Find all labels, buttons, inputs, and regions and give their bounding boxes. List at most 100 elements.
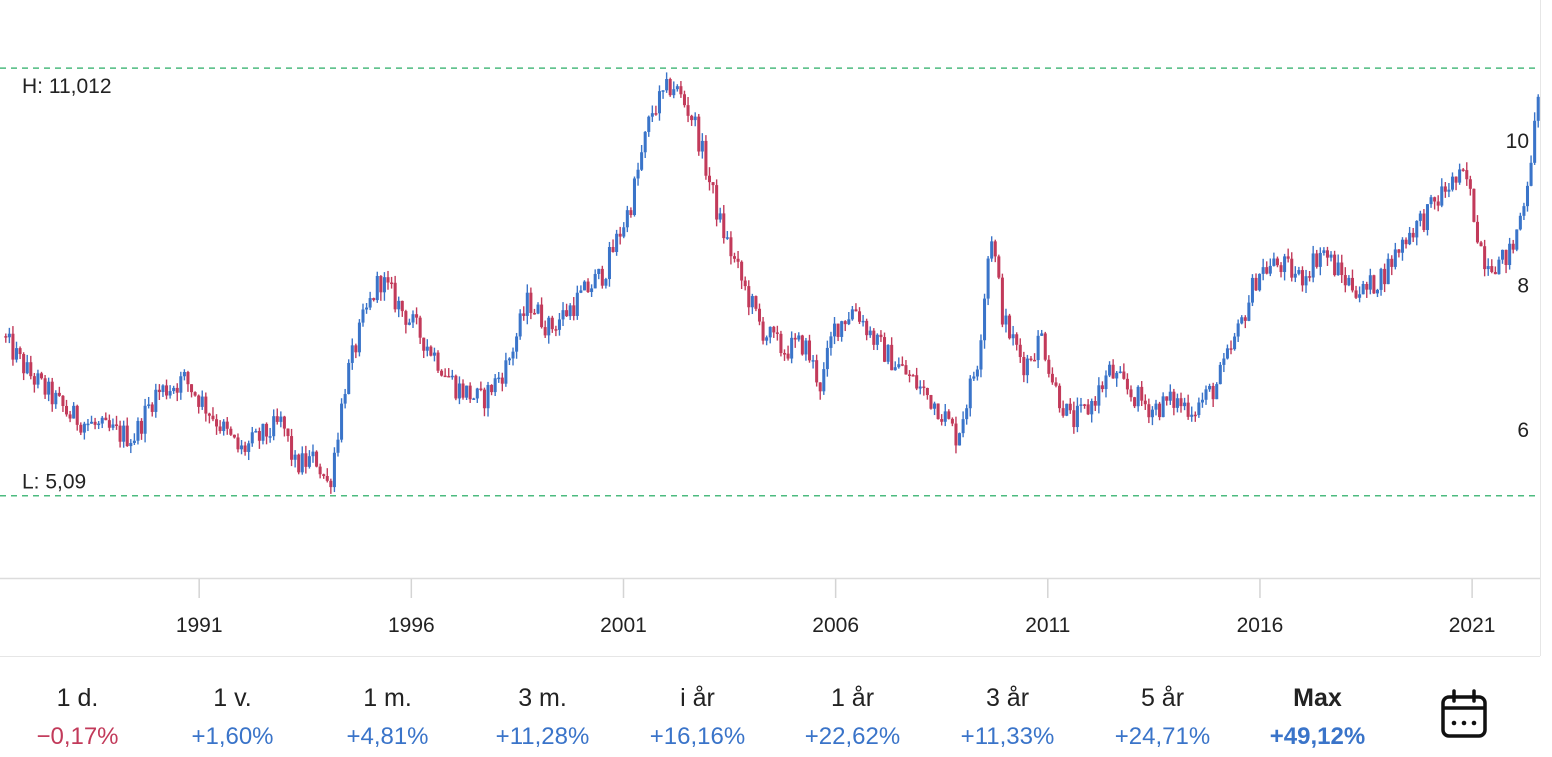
candle-body [172,387,176,392]
candle-body [1047,359,1051,374]
candle-body [861,320,865,323]
candle-body [1322,250,1326,253]
candle-body [1229,348,1233,350]
candle-body [950,418,954,424]
candle-body [607,247,611,280]
candle-body [865,320,869,336]
period-label: 1 m. [363,684,412,712]
candle-body [675,86,679,90]
x-tick-label-2021: 2021 [1449,614,1496,637]
candle-body [1490,266,1494,272]
candle-body [18,348,22,355]
candle-body [565,310,569,317]
period-3m[interactable]: 3 m. +11,28% [465,657,620,757]
candle-body [1150,409,1154,418]
candle-body [1258,273,1262,291]
period-1w[interactable]: 1 v. +1,60% [155,657,310,757]
candle-body [1318,252,1322,267]
candle-body [82,423,86,433]
period-1m[interactable]: 1 m. +4,81% [310,657,465,757]
period-3y[interactable]: 3 år +11,33% [930,657,1085,757]
candle-body [661,90,665,92]
y-tick-label-6: 6 [1517,419,1529,442]
candle-body [1265,267,1269,274]
candle-body [72,405,76,419]
candle-body [707,175,712,183]
candle-body [990,241,994,259]
candle-body [186,372,190,385]
candle-body [232,434,236,438]
candle-body [890,344,894,371]
candle-body [1450,176,1455,190]
candle-body [1240,317,1244,324]
candle-body [154,389,158,412]
candle-body [429,346,433,356]
candle-body [1247,302,1251,321]
period-max[interactable]: Max +49,12% [1240,657,1395,757]
candle-body [1383,268,1387,285]
candle-body [261,423,265,441]
period-5y[interactable]: 5 år +24,71% [1085,657,1240,757]
candle-body [568,305,572,317]
candle-body [111,424,115,428]
candle-body [432,352,436,356]
period-ytd[interactable]: i år +16,16% [620,657,775,757]
candle-body [329,480,333,488]
candle-body [490,384,494,393]
candle-body [25,362,29,374]
chart-right-border [1540,0,1541,656]
candle-body [961,419,965,434]
candle-body [600,268,604,286]
candle-body [382,277,386,293]
candle-body [908,374,912,376]
candle-body [1408,232,1412,245]
period-1d[interactable]: 1 d. −0,17% [0,657,155,757]
candle-body [7,333,11,338]
candle-body [1025,358,1029,376]
candle-body [1422,213,1426,231]
candle-body [1183,402,1187,407]
candle-body [740,261,744,281]
candle-body [1075,405,1079,428]
candle-body [1443,186,1447,192]
candle-body [1397,249,1401,253]
candle-body [1175,398,1179,408]
candle-body [1208,385,1212,390]
candle-body [1347,277,1351,286]
candle-body [365,307,369,310]
candle-body [843,321,847,325]
high-label: H: 11,012 [22,75,112,98]
candle-body [983,298,987,341]
candle-body [200,396,204,407]
candle-body [540,304,544,328]
candle-body [157,389,161,393]
candle-body [390,282,394,285]
candle-body [729,237,733,257]
x-tick-label-2011: 2011 [1025,614,1070,637]
candle-body [1204,389,1208,400]
candle-body [1061,408,1065,416]
candle-body [286,428,290,437]
x-tick-label-1996: 1996 [388,614,435,637]
candle-body [140,420,144,434]
candle-body [304,453,308,467]
candle-body [1440,186,1444,206]
candle-body [847,319,851,325]
candle-body [493,378,497,393]
candle-body [1250,277,1254,303]
candle-body [529,292,533,313]
period-label: 3 m. [518,684,567,712]
candle-body [497,377,501,380]
candle-body [768,326,772,338]
candle-body [765,337,769,341]
candle-body [1533,120,1537,163]
price-chart[interactable]: 1991 1996 2001 2006 2011 2016 2021 6 8 10 H: 11,01… [0,0,1540,656]
candle-body [436,352,440,371]
period-1y[interactable]: 1 år +22,62% [775,657,930,757]
calendar-button[interactable] [1440,688,1488,740]
candle-body [604,279,608,286]
candle-body [336,439,340,453]
candle-body [657,91,661,114]
candle-body [1022,356,1026,376]
candle-body [347,362,351,395]
